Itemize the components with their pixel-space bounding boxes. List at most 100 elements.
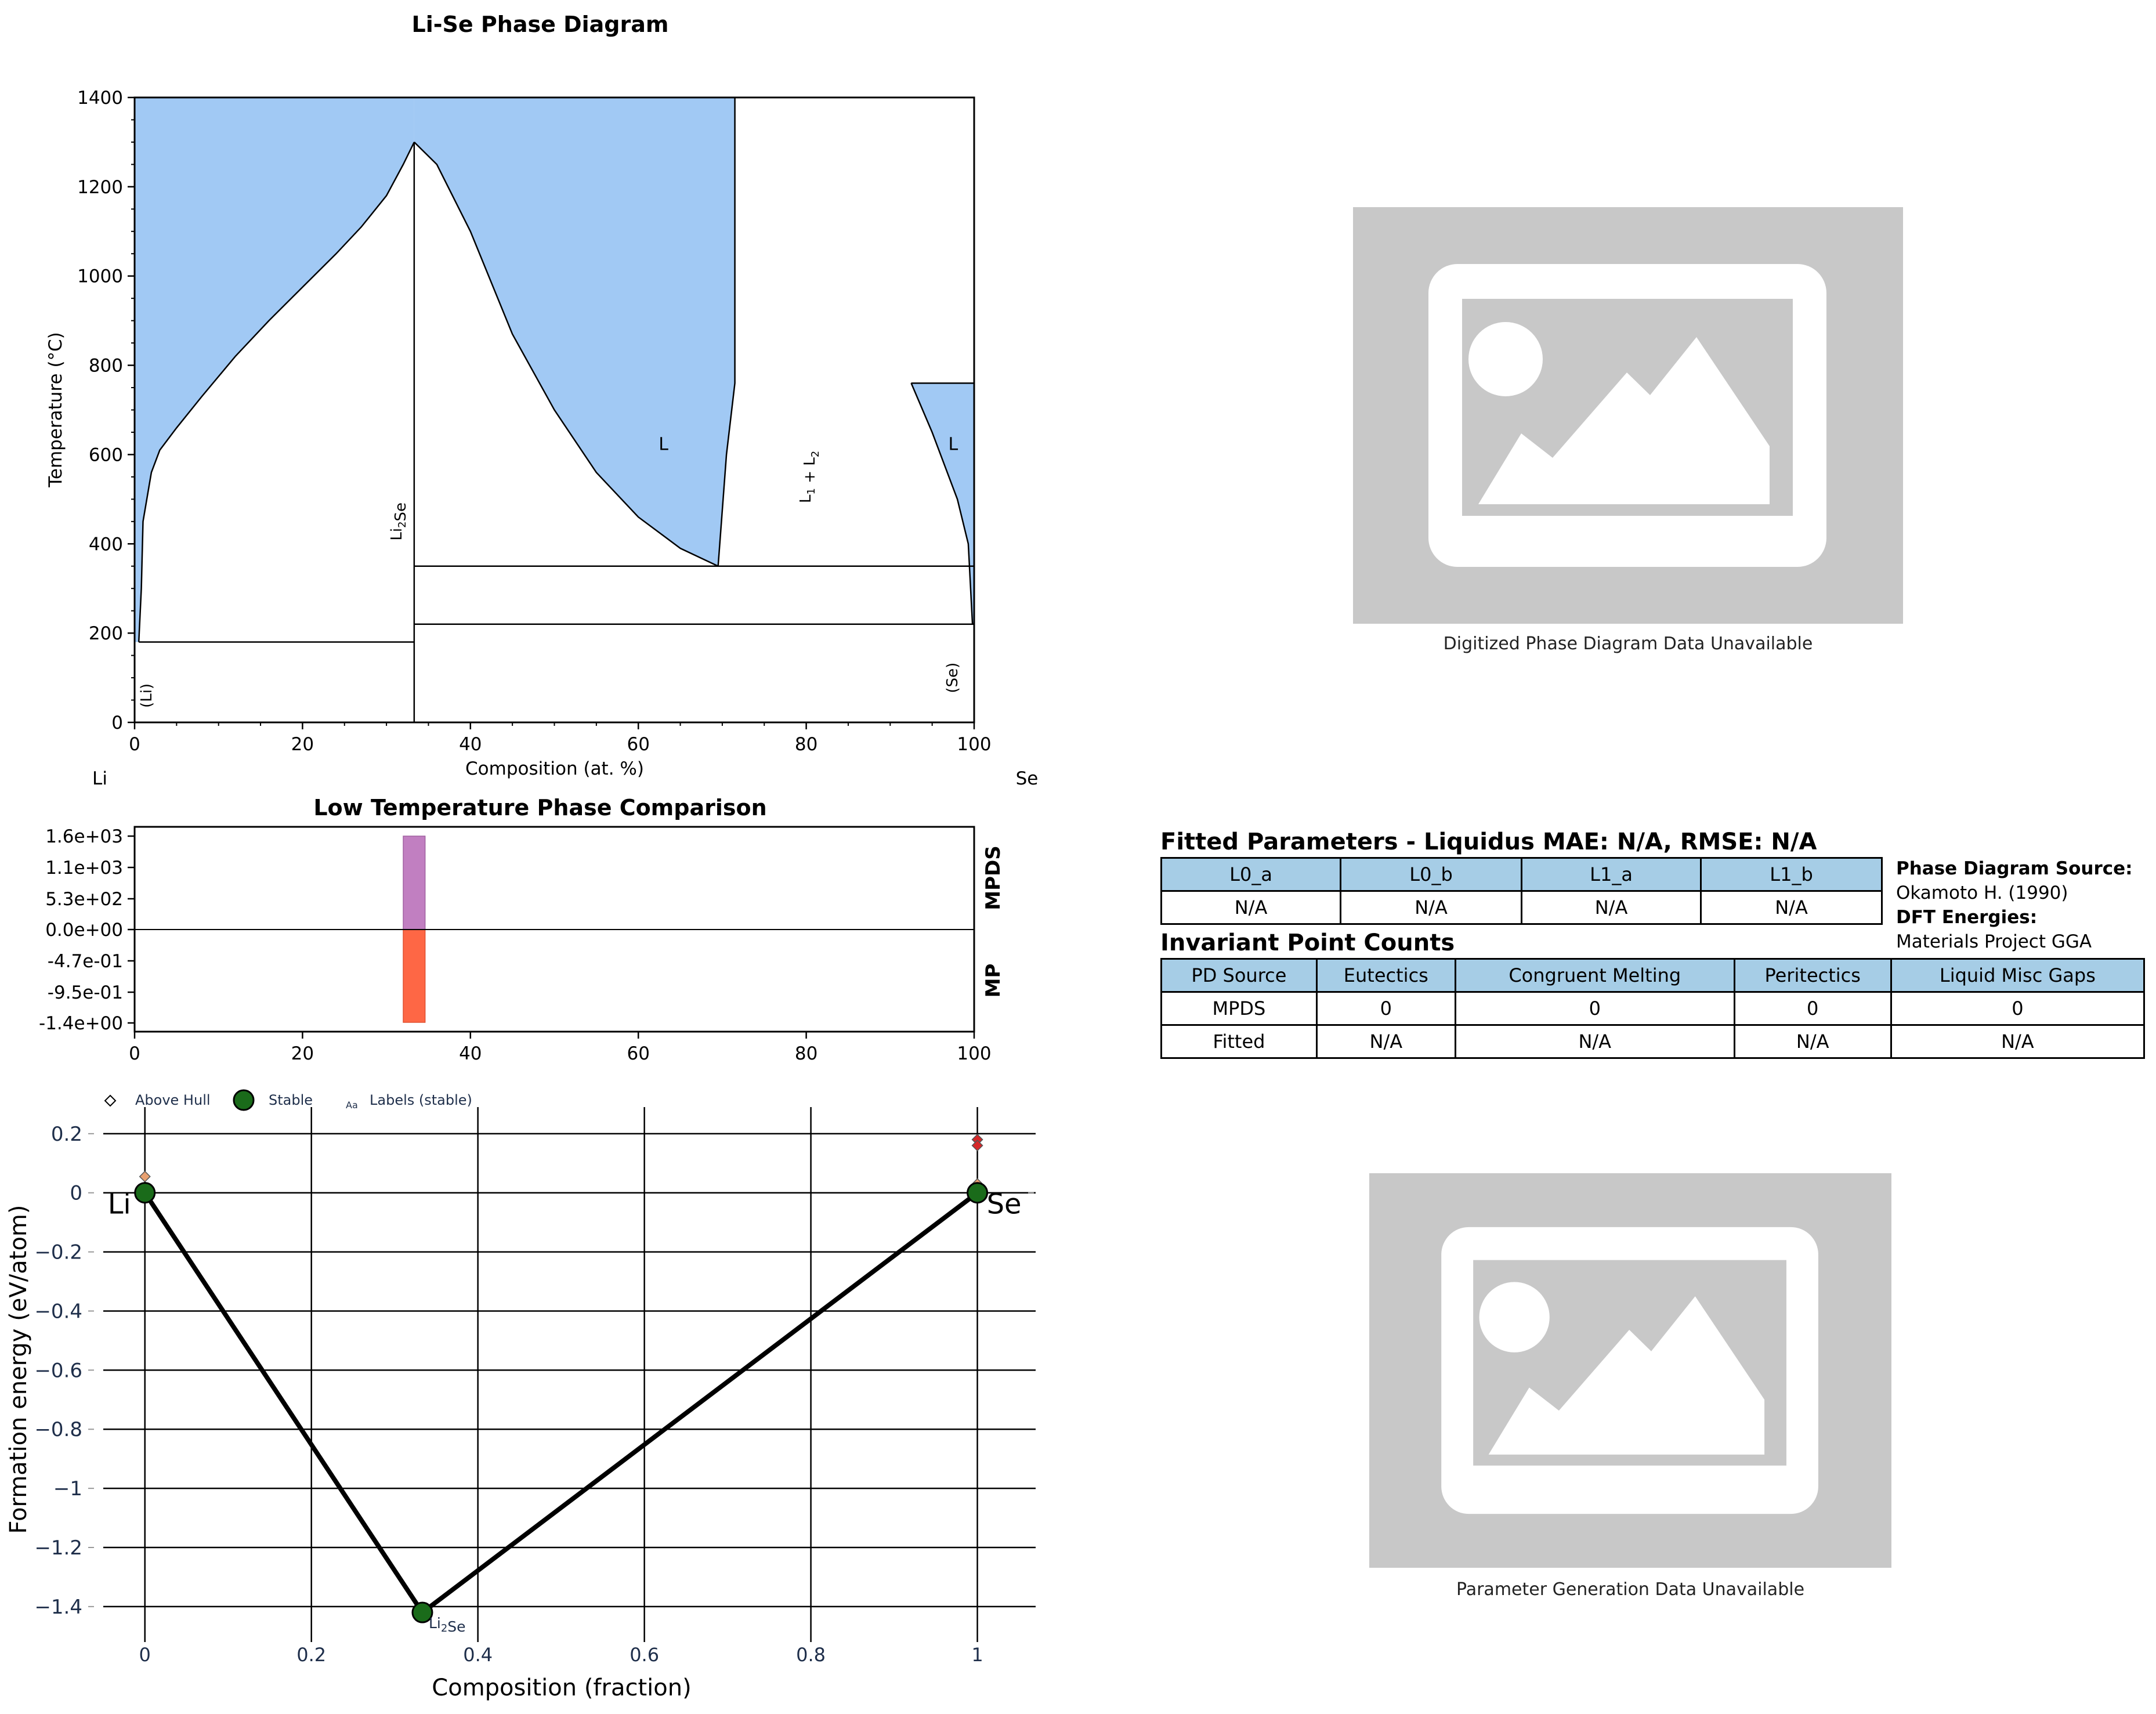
placeholder-top bbox=[1353, 207, 1903, 624]
y-tick-label: 1.1e+03 bbox=[45, 858, 123, 878]
image-placeholder-icon bbox=[1428, 264, 1826, 567]
legend-diamond-marker bbox=[104, 1094, 117, 1107]
region-label: L1 + L2 bbox=[797, 451, 822, 503]
table-cell: N/A bbox=[1315, 1024, 1456, 1059]
image-placeholder-icon bbox=[1441, 1227, 1818, 1514]
comparison-title: Low Temperature Phase Comparison bbox=[313, 795, 766, 820]
table-row: Fitted N/A N/A N/A N/A bbox=[1160, 1024, 2146, 1059]
column-header: Congruent Melting bbox=[1454, 958, 1735, 993]
convex-hull-chart: 0 0.2 0.4 0.6 0.8 1 0.2 0 −0.2 −0.4 −0.6 −0.8 −1 −1.… bbox=[5, 1089, 1036, 1701]
y-tick-label: 0.0e+00 bbox=[45, 920, 123, 941]
column-header: Peritectics bbox=[1733, 958, 1892, 993]
liquid-region-left bbox=[135, 97, 414, 642]
table-cell: N/A bbox=[1700, 890, 1883, 925]
column-header: Liquid Misc Gaps bbox=[1890, 958, 2146, 993]
phase-diagram-xlabel: Composition (at. %) bbox=[465, 758, 644, 779]
table-cell: 0 bbox=[1315, 991, 1456, 1026]
legend-labels: Labels (stable) bbox=[370, 1092, 472, 1108]
endpoint-label-li: Li bbox=[92, 768, 107, 789]
column-header: L1_a bbox=[1520, 857, 1702, 892]
table-cell: 0 bbox=[1454, 991, 1735, 1026]
table-cell: N/A bbox=[1454, 1024, 1735, 1059]
phase-diagram: Li-Se Phase Diagram 0 20 40 60 80 100 0 200 400… bbox=[45, 12, 1038, 789]
x-tick-label: 20 bbox=[291, 1043, 314, 1064]
x-tick-label: 0.2 bbox=[296, 1644, 326, 1666]
y-tick-label: -4.7e-01 bbox=[48, 951, 123, 972]
y-tick-label: 0 bbox=[111, 713, 123, 733]
invariant-table: PD Source Eutectics Congruent Melting Pe… bbox=[1160, 958, 2146, 1059]
legend-labels-marker: Aa bbox=[346, 1100, 358, 1111]
placeholder-top-caption: Digitized Phase Diagram Data Unavailable bbox=[1443, 634, 1813, 654]
source-info: Phase Diagram Source: Okamoto H. (1990) … bbox=[1896, 856, 2133, 954]
column-header: Eutectics bbox=[1315, 958, 1456, 993]
x-tick-label: 100 bbox=[957, 734, 991, 755]
y-tick-label: −1.4 bbox=[34, 1596, 82, 1619]
placeholder-bottom bbox=[1369, 1173, 1891, 1568]
y-tick-label: −0.2 bbox=[34, 1241, 82, 1264]
table-cell: 0 bbox=[1890, 991, 2146, 1026]
y-tick-label: 5.3e+02 bbox=[45, 889, 123, 910]
charts-canvas: Li-Se Phase Diagram 0 20 40 60 80 100 0200400… bbox=[5, 12, 1038, 1701]
table-cell: N/A bbox=[1340, 890, 1522, 925]
table-header-row: PD Source Eutectics Congruent Melting Pe… bbox=[1160, 958, 2146, 993]
x-tick-label: 0 bbox=[139, 1644, 151, 1666]
table-cell: 0 bbox=[1733, 991, 1892, 1026]
x-tick-label: 100 bbox=[957, 1043, 991, 1064]
liquidus-left-line bbox=[138, 142, 415, 642]
table-cell: N/A bbox=[1890, 1024, 2146, 1059]
y-tick-label: 200 bbox=[89, 623, 123, 644]
convex-hull-line bbox=[143, 1191, 979, 1615]
bar-mpds bbox=[403, 836, 426, 930]
y-tick-label: 600 bbox=[89, 444, 123, 465]
x-tick-label: 60 bbox=[627, 1043, 649, 1064]
placeholder-bottom-caption: Parameter Generation Data Unavailable bbox=[1456, 1579, 1805, 1600]
y-tick-label: -9.5e-01 bbox=[48, 982, 123, 1003]
region-label: L bbox=[948, 435, 958, 455]
y-tick-label: 0 bbox=[70, 1182, 82, 1205]
phase-diagram-title: Li-Se Phase Diagram bbox=[412, 12, 669, 37]
x-tick-label: 0 bbox=[129, 1043, 140, 1064]
column-header: PD Source bbox=[1160, 958, 1318, 993]
x-tick-label: 0 bbox=[129, 734, 140, 755]
fitted-parameters-panel: Fitted Parameters - Liquidus MAE: N/A, R… bbox=[1160, 829, 1883, 925]
liquid-region-mid bbox=[414, 97, 735, 566]
region-label: (Se) bbox=[944, 663, 961, 693]
region-label: L bbox=[659, 435, 668, 455]
hull-legend: Above Hull Stable Aa Labels (stable) bbox=[104, 1089, 472, 1111]
stable-label-li2se: Li2Se bbox=[429, 1615, 466, 1635]
y-tick-label: 1400 bbox=[77, 88, 123, 109]
invariant-title: Invariant Point Counts bbox=[1160, 930, 1455, 956]
dft-value: Materials Project GGA bbox=[1896, 931, 2092, 952]
table-cell: Fitted bbox=[1160, 1024, 1318, 1059]
y-tick-label: 1.6e+03 bbox=[45, 826, 123, 847]
table-row: MPDS 0 0 0 0 bbox=[1160, 991, 2146, 1026]
stable-label-se: Se bbox=[987, 1188, 1022, 1221]
legend-circle-marker bbox=[233, 1089, 255, 1111]
y-tick-label: 1000 bbox=[77, 266, 123, 287]
row-label-mpds: MPDS bbox=[982, 845, 1005, 910]
hull-ylabel: Formation energy (eV/atom) bbox=[5, 1205, 32, 1534]
legend-above-hull: Above Hull bbox=[135, 1092, 211, 1108]
endpoint-label-se: Se bbox=[1016, 768, 1039, 789]
region-label: (Li) bbox=[138, 684, 155, 708]
phase-comparison-chart: Low Temperature Phase Comparison 0 20 40 60… bbox=[39, 795, 1005, 1064]
table-header-row: L0_a L0_b L1_a L1_b bbox=[1160, 857, 1883, 892]
above-hull-point bbox=[971, 1140, 983, 1152]
x-tick-label: 60 bbox=[627, 734, 649, 755]
x-tick-label: 40 bbox=[459, 734, 482, 755]
miscibility-gap-line bbox=[717, 97, 736, 566]
legend-stable: Stable bbox=[269, 1092, 313, 1108]
x-tick-label: 0.6 bbox=[630, 1644, 659, 1666]
x-tick-label: 1 bbox=[971, 1644, 983, 1666]
y-tick-label: −0.4 bbox=[34, 1300, 82, 1323]
column-header: L0_b bbox=[1340, 857, 1522, 892]
stable-point bbox=[411, 1601, 433, 1623]
above-hull-point bbox=[139, 1170, 151, 1183]
bar-mp bbox=[403, 929, 426, 1023]
x-tick-label: 0.4 bbox=[463, 1644, 493, 1666]
liquid-region-right bbox=[911, 383, 974, 624]
y-tick-label: −0.6 bbox=[34, 1359, 82, 1382]
invariant-panel: Invariant Point Counts PD Source Eutecti… bbox=[1160, 930, 2146, 1059]
x-tick-label: 40 bbox=[459, 1043, 482, 1064]
pd-source-value: Okamoto H. (1990) bbox=[1896, 883, 2068, 903]
